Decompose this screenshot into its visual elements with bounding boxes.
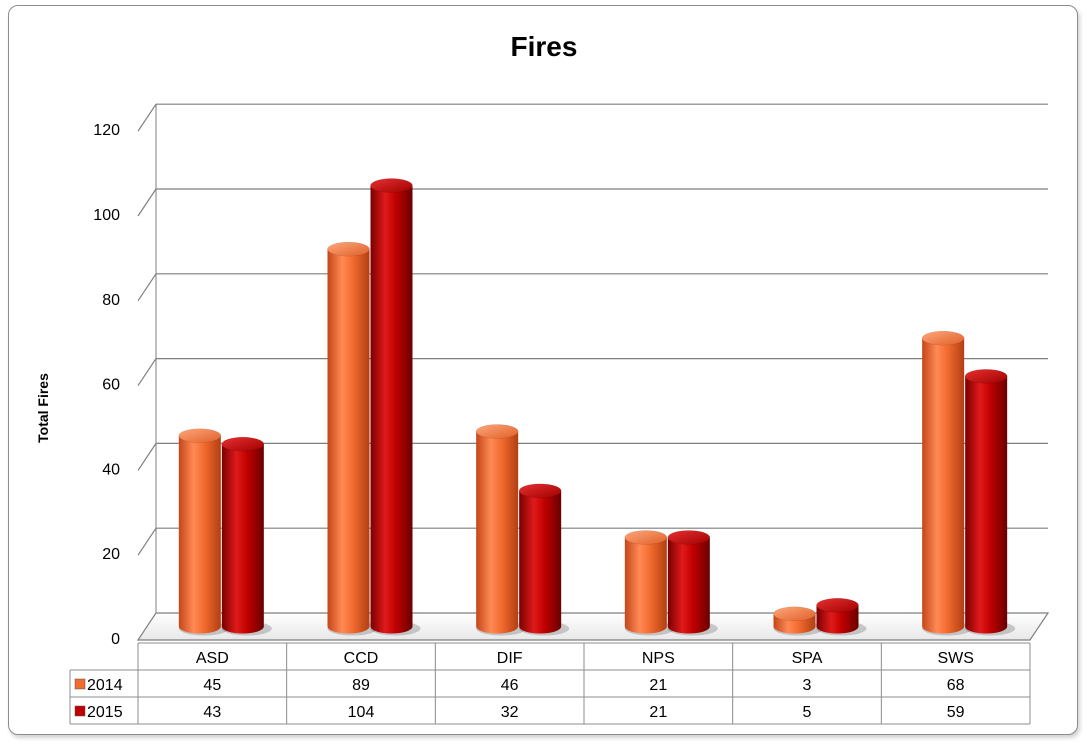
bar-2015-DIF	[518, 483, 570, 636]
bar-2015-NPS	[667, 530, 718, 636]
x-tick-label: CCD	[344, 650, 379, 667]
gridline	[137, 442, 1048, 471]
y-tick-label: 80	[102, 292, 120, 309]
bars	[178, 178, 1016, 636]
floor-plane	[136, 612, 1050, 641]
x-tick-label: SPA	[792, 650, 823, 667]
legend-label-2014: 2014	[87, 677, 123, 694]
y-axis-label: Total Fires	[35, 373, 51, 443]
data-label: 5	[803, 704, 812, 721]
data-label: 32	[501, 704, 519, 721]
bar-2014-DIF	[475, 424, 527, 636]
bar-2014-ASD	[178, 428, 229, 636]
bar-2014-NPS	[624, 530, 675, 636]
legend-swatch-2014	[74, 678, 86, 690]
data-label: 45	[203, 677, 221, 694]
gridlines	[137, 103, 1048, 613]
bar-2014-SWS	[921, 330, 973, 636]
y-tick-label: 100	[93, 207, 120, 224]
bar-2015-SPA	[816, 598, 867, 636]
gridline	[137, 273, 1048, 302]
data-label: 104	[348, 704, 375, 721]
y-tick-label: 0	[111, 631, 120, 648]
data-label: 43	[203, 704, 221, 721]
gridline	[137, 103, 1048, 132]
gridline	[137, 527, 1048, 556]
legend-label-2015: 2015	[87, 704, 123, 721]
chart-title: Fires	[511, 31, 578, 62]
data-label: 21	[649, 704, 667, 721]
x-tick-label: NPS	[642, 650, 675, 667]
y-tick-label: 60	[102, 377, 120, 394]
x-tick-label: ASD	[196, 650, 229, 667]
x-tick-label: DIF	[497, 650, 523, 667]
y-tick-label: 20	[102, 546, 120, 563]
bar-2014-CCD	[327, 241, 378, 636]
data-table: ASD CCD DIF NPS SPA SWS 2014 45 89 46 21 3 68 2015 43 1…	[69, 642, 1031, 725]
legend-swatch-2015	[74, 705, 86, 717]
gridline	[137, 358, 1048, 386]
bar-2014-SPA	[773, 606, 824, 636]
y-tick-label: 120	[93, 122, 120, 139]
data-label: 3	[803, 677, 812, 694]
data-label: 46	[501, 677, 519, 694]
data-label: 89	[352, 677, 370, 694]
x-tick-label: SWS	[937, 650, 973, 667]
chart-floor	[136, 612, 1050, 641]
data-label: 59	[947, 704, 965, 721]
bar-2015-CCD	[370, 178, 421, 636]
bar-2015-ASD	[221, 436, 272, 636]
data-label: 21	[649, 677, 667, 694]
y-tick-label: 40	[102, 461, 120, 478]
bar-2015-SWS	[964, 369, 1016, 636]
gridline	[137, 188, 1048, 217]
y-axis-ticks: 0 20 40 60 80 100 120	[93, 122, 120, 648]
data-label: 68	[947, 677, 965, 694]
